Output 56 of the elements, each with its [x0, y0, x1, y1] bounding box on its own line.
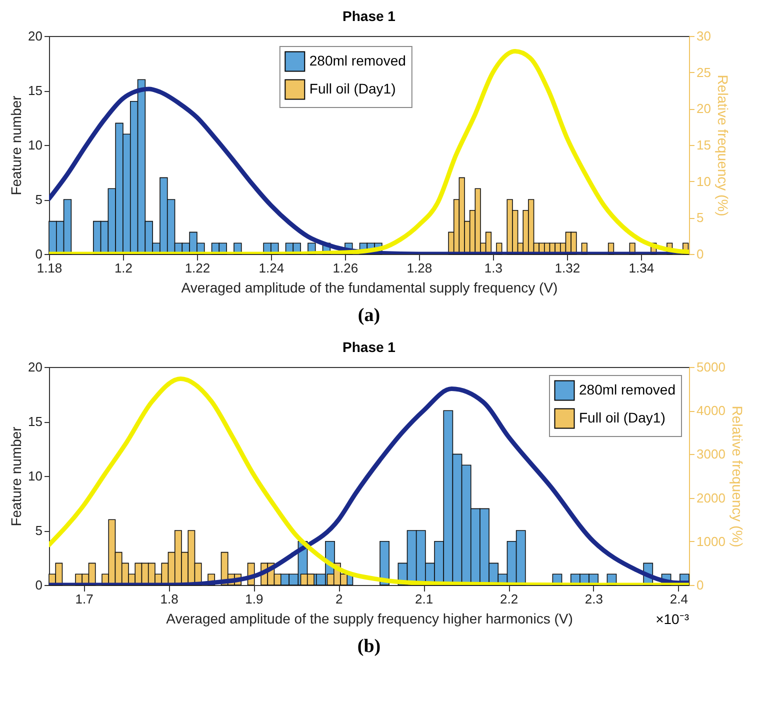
legend-label: 280ml removed	[309, 52, 406, 68]
x-tick-label: 1.7	[75, 592, 94, 606]
x-axis-title: Averaged amplitude of the supply frequency higher harmonics (V)	[166, 610, 573, 626]
y-tick-label: 15	[28, 83, 42, 98]
x-tick-label: 1.32	[554, 260, 580, 276]
x-tick-label: 2.1	[415, 592, 434, 606]
y-axis-title: Feature number	[8, 426, 24, 526]
x-tick-label: 1.9	[245, 592, 264, 606]
x-tick-label: 2	[336, 592, 343, 606]
y2-axis-title: Relative frequency (%)	[714, 74, 731, 216]
y-tick-label: 20	[28, 28, 42, 44]
y-axis-title: Feature number	[8, 95, 24, 196]
y2-tick-label: 0	[696, 578, 704, 592]
x-tick-label: 1.28	[406, 260, 432, 276]
x-tick-label: 1.22	[184, 260, 210, 276]
x-tick-label: 1.24	[258, 260, 284, 276]
y2-axis-title: Relative frequency (%)	[729, 406, 746, 548]
x-tick-label: 1.8	[160, 592, 178, 606]
y2-tick-label: 25	[696, 64, 711, 80]
y2-tick-label: 30	[696, 28, 711, 44]
y2-tick-label: 10	[696, 174, 711, 189]
y-tick-label: 10	[28, 138, 42, 152]
x-tick-label: 1.34	[628, 260, 654, 276]
y-tick-label: 0	[35, 578, 42, 592]
y-tick-label: 5	[35, 523, 42, 538]
y2-tick-label: 20	[696, 101, 711, 116]
y2-tick-label: 15	[696, 138, 711, 152]
text: ×10⁻³	[656, 611, 690, 627]
y2-tick-label: 5000	[696, 360, 726, 374]
y2-tick-label: 4000	[696, 403, 726, 418]
x-tick-label: 1.26	[332, 260, 358, 276]
text: (a)	[358, 305, 380, 326]
x-tick-label: 1.3	[484, 260, 502, 276]
x-tick-label: 1.18	[36, 260, 62, 276]
text: (b)	[357, 636, 381, 657]
x-tick-label: 2.2	[500, 592, 518, 606]
y2-tick-label: 1000	[696, 534, 726, 549]
line-series	[49, 49, 689, 254]
x-tick-label: 1.2	[114, 260, 133, 276]
x-axis-title: Averaged amplitude of the fundamental supply frequency (V)	[181, 280, 558, 296]
y-tick-label: 0	[35, 246, 42, 262]
y2-tick-label: 2000	[696, 490, 726, 506]
y-tick-label: 5	[35, 192, 42, 207]
x-tick-label: 2.4	[670, 592, 688, 606]
y-tick-label: 10	[28, 468, 42, 484]
y-tick-label: 20	[28, 360, 42, 374]
chart-title: Phase 1	[342, 8, 396, 24]
legend-label: Full oil (Day1)	[309, 80, 396, 96]
y2-tick-label: 5	[696, 210, 704, 226]
y2-tick-label: 3000	[696, 446, 726, 462]
y-tick-label: 15	[28, 414, 42, 429]
chart-title: Phase 1	[342, 339, 396, 355]
x-tick-label: 2.3	[584, 592, 603, 606]
legend-label: 280ml removed	[579, 382, 676, 398]
y2-tick-label: 0	[696, 246, 704, 262]
legend-label: Full oil (Day1)	[579, 410, 666, 426]
